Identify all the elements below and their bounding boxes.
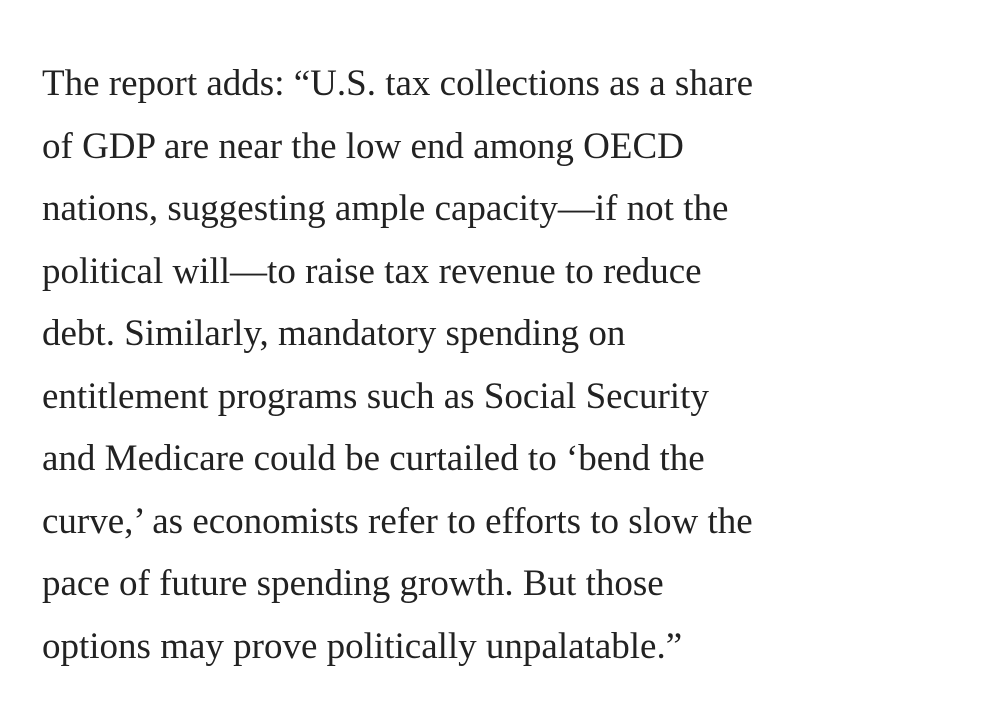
text-line: debt. Similarly, mandatory spending on [42, 313, 626, 354]
text-line: of GDP are near the low end among OECD [42, 125, 684, 167]
text-line: pace of future spending growth. But thos… [42, 563, 664, 604]
text-line: The report adds: “U.S. tax collections a… [42, 63, 753, 104]
text-line: nations, suggesting ample capacity—if no… [42, 188, 729, 229]
text-line: entitlement programs such as Social Secu… [42, 375, 709, 417]
text-line: political will—to raise tax revenue to r… [42, 250, 702, 292]
text-line: options may prove politically unpalatabl… [42, 625, 683, 667]
text-line: curve,’ as economists refer to efforts t… [42, 500, 753, 542]
text-line: and Medicare could be curtailed to ‘bend… [42, 438, 705, 479]
paragraph: The report adds: “U.S. tax collections a… [42, 53, 753, 678]
